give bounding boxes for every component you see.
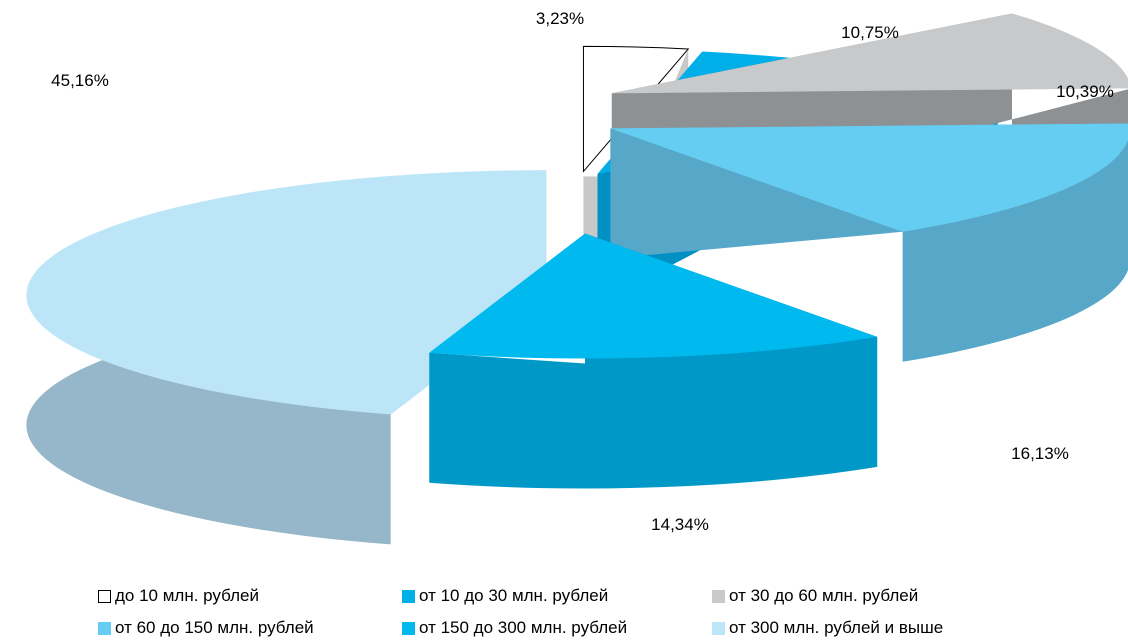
pie-slice-side-5: [429, 233, 878, 489]
legend-item-30-60: от 30 до 60 млн. рублей: [712, 586, 918, 606]
legend-item-60-150: от 60 до 150 млн. рублей: [98, 618, 402, 638]
slice-value-label-3: 10,39%: [1056, 82, 1114, 101]
slice-value-label-4: 16,13%: [1011, 444, 1069, 463]
legend-swatch-10-30: [402, 589, 415, 603]
legend-label-300-plus: от 300 млн. рублей и выше: [729, 618, 944, 637]
slice-value-label-5: 14,34%: [651, 515, 709, 534]
slice-value-label-1: 3,23%: [536, 9, 584, 28]
pie-slice-top-5: [429, 233, 878, 359]
legend-item-up-to-10: до 10 млн. рублей: [98, 586, 402, 606]
slice-value-label-6: 45,16%: [51, 71, 109, 90]
pie-slice-5: [429, 233, 878, 489]
legend-row-2: от 60 до 150 млн. рублей от 150 до 300 м…: [98, 612, 1098, 644]
legend: до 10 млн. рублей от 10 до 30 млн. рубле…: [98, 580, 1098, 644]
legend-item-150-300: от 150 до 300 млн. рублей: [402, 618, 712, 638]
slice-value-label-2: 10,75%: [841, 23, 899, 42]
pie-slices: [26, 13, 1128, 545]
legend-swatch-60-150: [98, 621, 111, 635]
pie-labels: 3,23% 10,75% 10,39% 16,13% 14,34% 45,16%: [51, 9, 1114, 534]
pie-slice-top-3: [611, 13, 1128, 94]
pie-slice-top-4: [610, 123, 1128, 232]
legend-item-10-30: от 10 до 30 млн. рублей: [402, 586, 712, 606]
legend-row-1: до 10 млн. рублей от 10 до 30 млн. рубле…: [98, 580, 1098, 612]
legend-label-30-60: от 30 до 60 млн. рублей: [729, 586, 919, 605]
pie-chart: 3,23% 10,75% 10,39% 16,13% 14,34% 45,16%: [26, 9, 1128, 545]
legend-swatch-300-plus: [712, 621, 725, 635]
legend-swatch-up-to-10: [98, 589, 111, 603]
legend-label-60-150: от 60 до 150 млн. рублей: [115, 618, 314, 637]
legend-label-150-300: от 150 до 300 млн. рублей: [419, 618, 628, 637]
pie-slice-4: [610, 123, 1128, 362]
pie-slice-6: [26, 170, 547, 545]
pie-slice-top-6: [26, 170, 547, 415]
legend-item-300-plus: от 300 млн. рублей и выше: [712, 618, 943, 638]
legend-label-up-to-10: до 10 млн. рублей: [115, 586, 259, 605]
legend-swatch-30-60: [712, 589, 725, 603]
legend-swatch-150-300: [402, 621, 415, 635]
legend-label-10-30: от 10 до 30 млн. рублей: [419, 586, 609, 605]
